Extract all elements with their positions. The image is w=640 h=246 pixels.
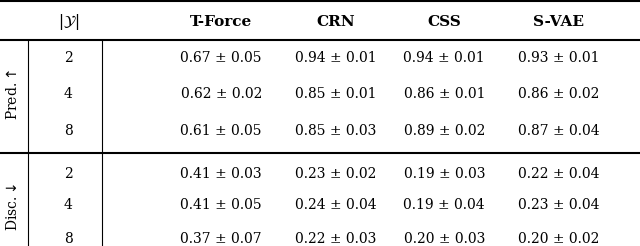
Text: 8: 8 <box>64 232 73 246</box>
Text: 0.67 ± 0.05: 0.67 ± 0.05 <box>180 51 262 65</box>
Text: 0.61 ± 0.05: 0.61 ± 0.05 <box>180 124 262 138</box>
Text: 0.20 ± 0.03: 0.20 ± 0.03 <box>404 232 485 246</box>
Text: 0.87 ± 0.04: 0.87 ± 0.04 <box>518 124 600 138</box>
Text: T-Force: T-Force <box>190 15 252 29</box>
Text: CSS: CSS <box>428 15 461 29</box>
Text: 0.23 ± 0.04: 0.23 ± 0.04 <box>518 199 600 213</box>
Text: Pred.$\uparrow$: Pred.$\uparrow$ <box>5 69 20 120</box>
Text: 0.41 ± 0.05: 0.41 ± 0.05 <box>180 199 262 213</box>
Text: 0.94 ± 0.01: 0.94 ± 0.01 <box>295 51 377 65</box>
Text: 0.19 ± 0.04: 0.19 ± 0.04 <box>403 199 485 213</box>
Text: 2: 2 <box>64 167 73 181</box>
Text: $|\mathcal{Y}|$: $|\mathcal{Y}|$ <box>58 12 79 32</box>
Text: 0.23 ± 0.02: 0.23 ± 0.02 <box>295 167 376 181</box>
Text: 4: 4 <box>64 199 73 213</box>
Text: 0.19 ± 0.03: 0.19 ± 0.03 <box>403 167 485 181</box>
Text: 0.85 ± 0.03: 0.85 ± 0.03 <box>295 124 376 138</box>
Text: 0.86 ± 0.02: 0.86 ± 0.02 <box>518 87 600 101</box>
Text: 0.86 ± 0.01: 0.86 ± 0.01 <box>403 87 485 101</box>
Text: 0.94 ± 0.01: 0.94 ± 0.01 <box>403 51 485 65</box>
Text: CRN: CRN <box>317 15 355 29</box>
Text: 0.62 ± 0.02: 0.62 ± 0.02 <box>180 87 262 101</box>
Text: 0.22 ± 0.03: 0.22 ± 0.03 <box>295 232 376 246</box>
Text: 0.93 ± 0.01: 0.93 ± 0.01 <box>518 51 600 65</box>
Text: Disc.$\downarrow$: Disc.$\downarrow$ <box>6 183 20 231</box>
Text: 2: 2 <box>64 51 73 65</box>
Text: 0.20 ± 0.02: 0.20 ± 0.02 <box>518 232 600 246</box>
Text: 0.89 ± 0.02: 0.89 ± 0.02 <box>404 124 485 138</box>
Text: 0.24 ± 0.04: 0.24 ± 0.04 <box>295 199 377 213</box>
Text: S-VAE: S-VAE <box>534 15 584 29</box>
Text: 4: 4 <box>64 87 73 101</box>
Text: 0.41 ± 0.03: 0.41 ± 0.03 <box>180 167 262 181</box>
Text: 0.22 ± 0.04: 0.22 ± 0.04 <box>518 167 600 181</box>
Text: 0.85 ± 0.01: 0.85 ± 0.01 <box>295 87 377 101</box>
Text: 0.37 ± 0.07: 0.37 ± 0.07 <box>180 232 262 246</box>
Text: 8: 8 <box>64 124 73 138</box>
